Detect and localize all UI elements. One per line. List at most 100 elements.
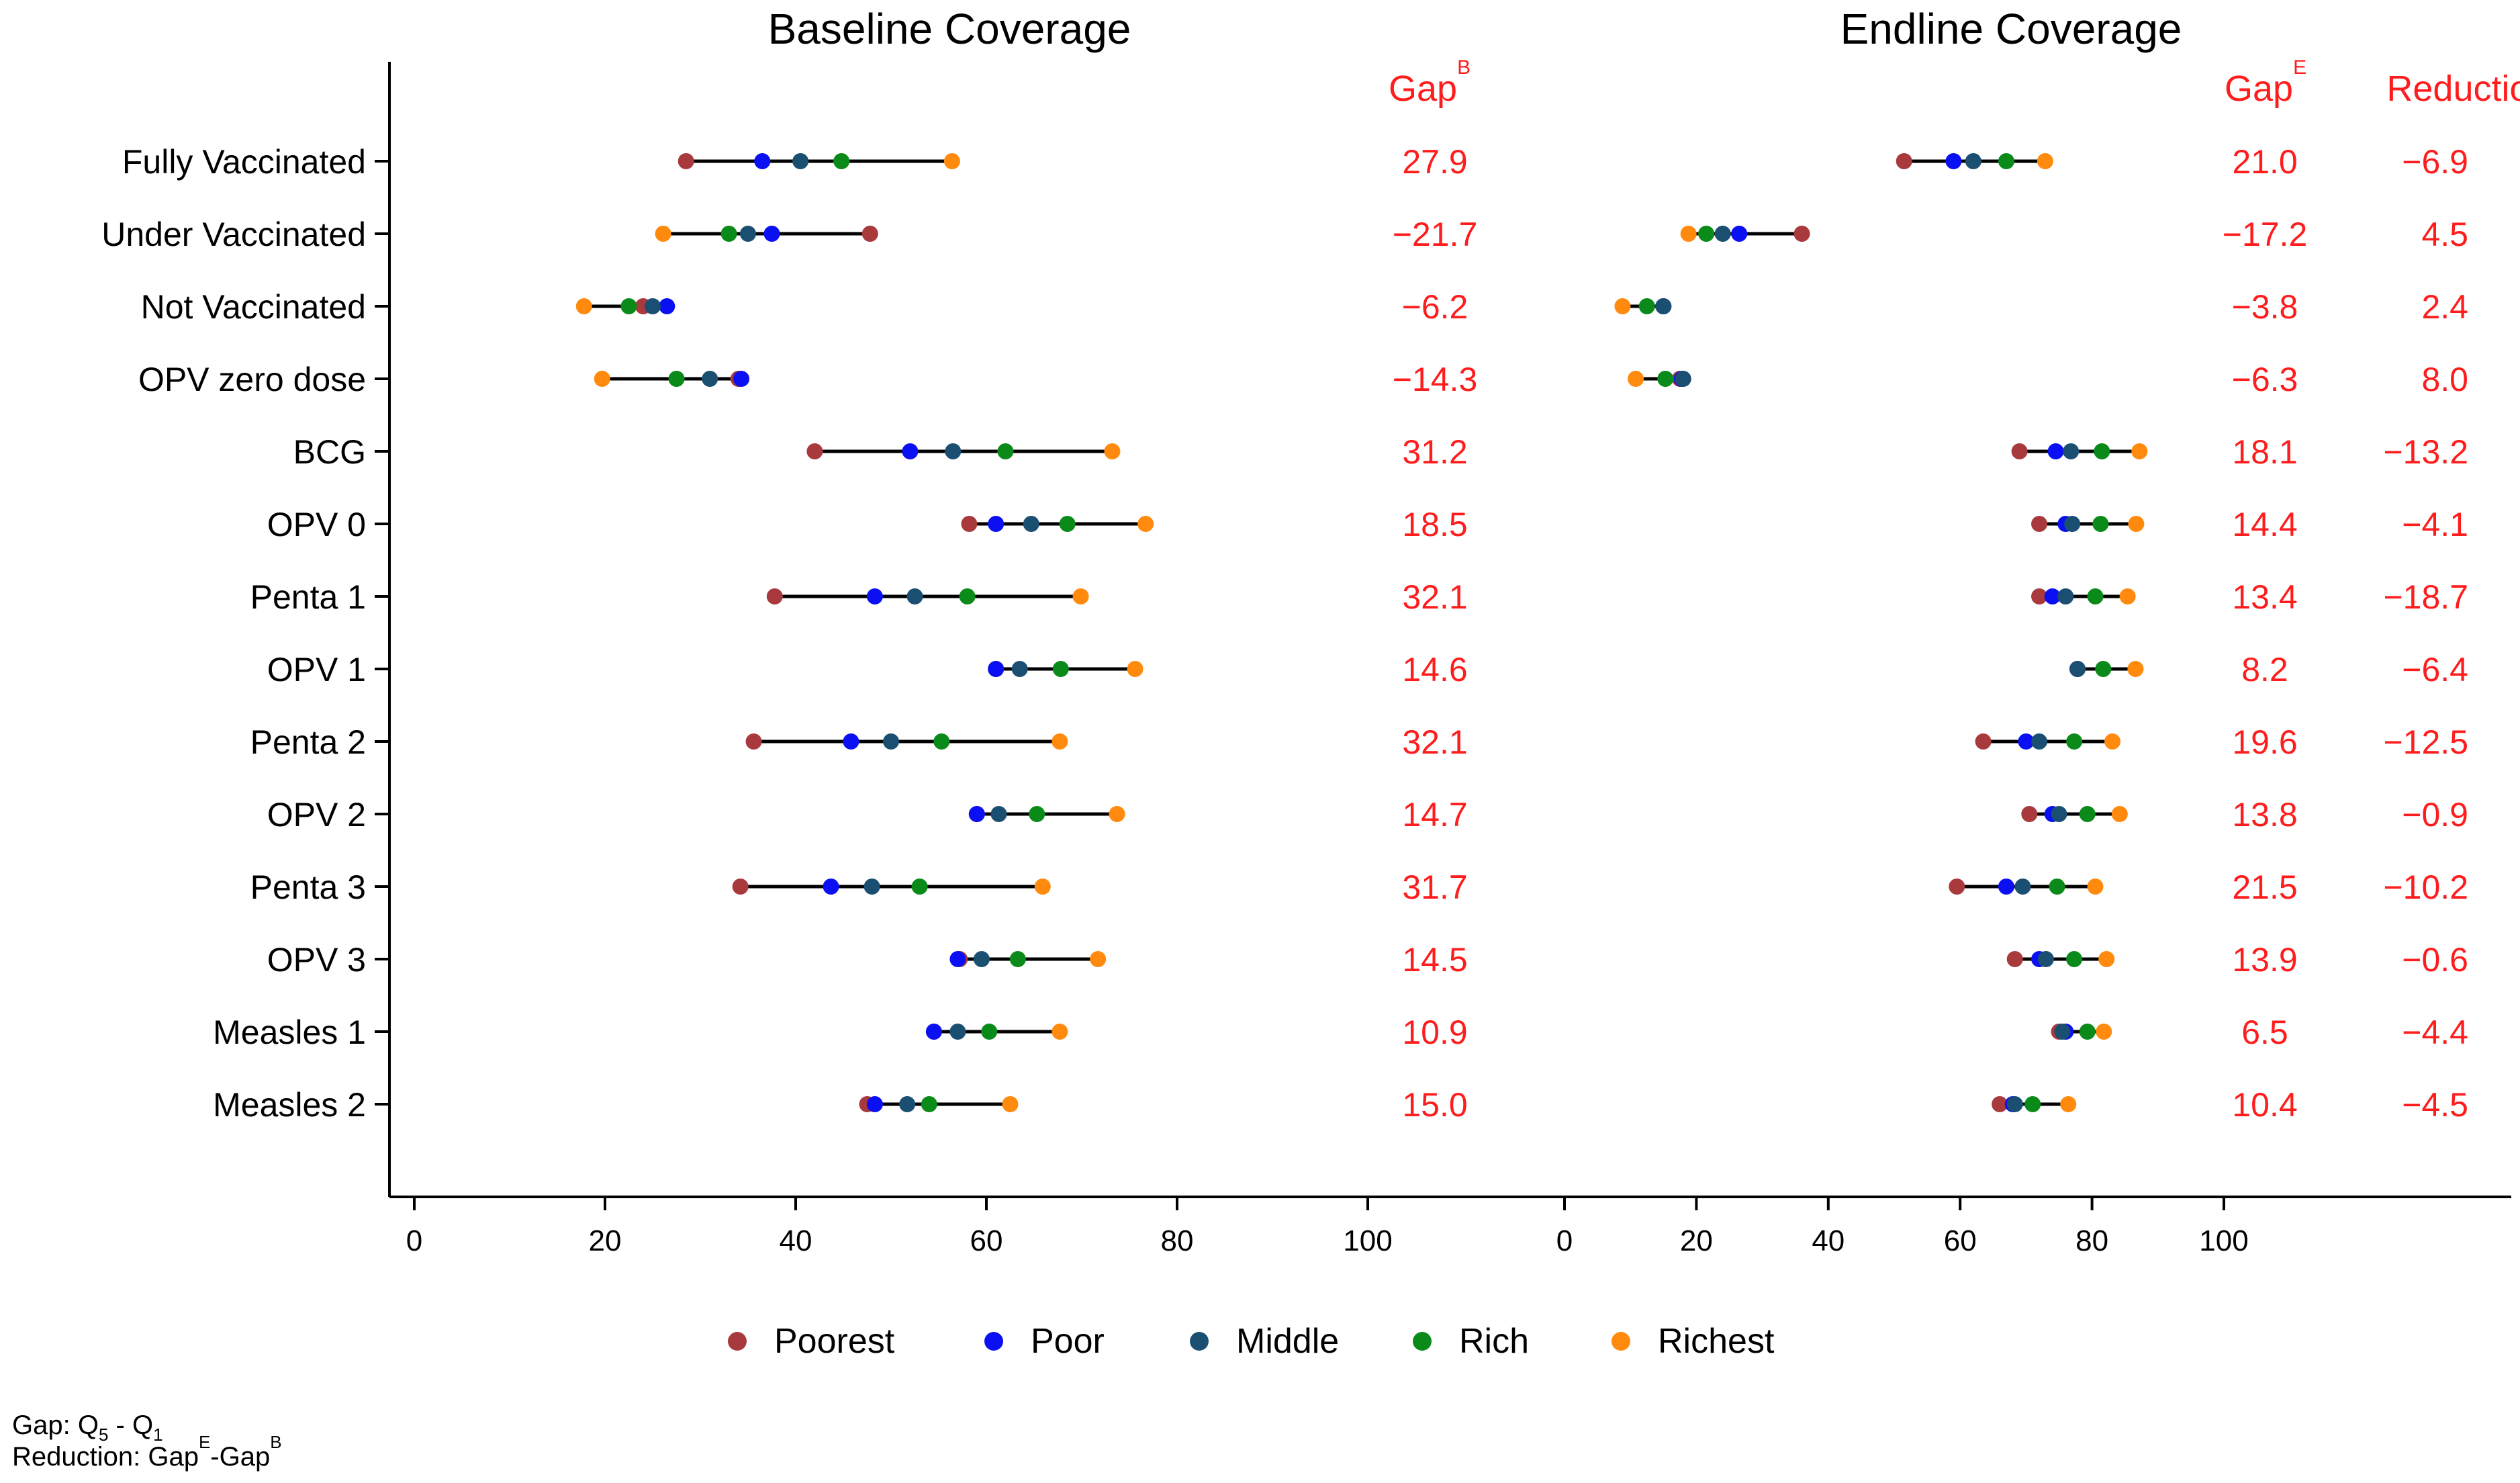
gap-value: −17.2	[2223, 216, 2308, 253]
dot-rich	[2079, 806, 2096, 822]
dot-middle	[1011, 661, 1028, 677]
dot-rich	[1698, 226, 1715, 242]
dot-rich	[1029, 806, 1045, 822]
category-label: Measles 2	[213, 1086, 366, 1124]
dot-richest	[2037, 153, 2053, 169]
dot-poorest	[2031, 516, 2048, 532]
x-tick-label: 0	[406, 1224, 422, 1257]
dot-richest	[2111, 806, 2128, 822]
x-tick-label: 20	[1680, 1224, 1713, 1257]
dot-richest	[1052, 1024, 1068, 1040]
category-label: OPV 0	[267, 506, 366, 543]
dot-middle	[899, 1096, 916, 1112]
dot-poorest	[745, 733, 762, 750]
dot-rich	[2024, 1096, 2041, 1112]
dot-poorest	[678, 153, 694, 169]
dot-middle	[990, 806, 1007, 822]
gap-value: 21.5	[2232, 868, 2297, 906]
category-label: Penta 1	[250, 578, 366, 616]
category-label: OPV zero dose	[138, 361, 366, 398]
dot-richest	[1090, 951, 1107, 967]
reduction-value: −13.2	[2383, 433, 2468, 471]
dot-richest	[2119, 588, 2136, 604]
reduction-value: −4.5	[2402, 1086, 2468, 1124]
dot-richest	[2060, 1096, 2077, 1112]
reduction-value: −6.9	[2402, 143, 2468, 181]
dot-poorest	[2021, 806, 2038, 822]
dot-richest	[1680, 226, 1697, 242]
legend-marker-middle	[1190, 1332, 1209, 1351]
dot-rich	[1998, 153, 2014, 169]
category-label: OPV 3	[267, 941, 366, 979]
dot-richest	[2128, 516, 2145, 532]
category-label: Penta 2	[250, 723, 366, 761]
dot-rich	[833, 153, 850, 169]
dot-middle	[740, 226, 756, 242]
dot-poorest	[1975, 733, 1992, 750]
dot-rich	[1657, 371, 1674, 387]
dot-poor	[763, 226, 780, 242]
legend-label-poor: Poor	[1031, 1322, 1105, 1361]
dot-middle	[792, 153, 809, 169]
gap-value: 31.7	[1402, 868, 1467, 906]
dot-richest	[1628, 371, 1644, 387]
gap-value: 13.9	[2232, 941, 2297, 979]
gap-baseline-header: GapB	[1389, 56, 1471, 109]
dot-poorest	[1793, 226, 1810, 242]
dot-poor	[733, 371, 750, 387]
gap-endline-header: GapE	[2225, 56, 2306, 109]
reduction-value: −12.5	[2383, 723, 2468, 761]
dot-richest	[1137, 516, 1154, 532]
x-tick-label: 80	[2075, 1224, 2108, 1257]
dot-rich	[933, 733, 950, 750]
baseline-title: Baseline Coverage	[768, 5, 1131, 53]
dot-poor	[988, 516, 1005, 532]
dot-middle	[2063, 443, 2080, 459]
dot-rich	[921, 1096, 937, 1112]
dot-middle	[945, 443, 962, 459]
endline-title: Endline Coverage	[1840, 5, 2182, 53]
dot-middle	[2014, 879, 2031, 895]
gap-value: 19.6	[2232, 723, 2297, 761]
x-tick-label: 100	[2199, 1224, 2248, 1257]
footnote-gap-mid: - Q	[108, 1410, 153, 1440]
dot-middle	[2006, 1096, 2023, 1112]
x-tick-label: 0	[1556, 1224, 1573, 1257]
reduction-value: −18.7	[2383, 578, 2468, 616]
dot-poor	[866, 588, 883, 604]
legend-label-richest: Richest	[1658, 1322, 1775, 1361]
dot-richest	[2087, 879, 2104, 895]
dot-poorest	[2006, 951, 2023, 967]
dot-poorest	[2031, 588, 2048, 604]
reduction-value: 2.4	[2421, 288, 2468, 326]
dot-poor	[1998, 879, 2014, 895]
dot-rich	[720, 226, 737, 242]
gap-value: 32.1	[1402, 578, 1467, 616]
dot-rich	[2095, 661, 2112, 677]
gap-value: 14.6	[1402, 651, 1467, 688]
dot-richest	[594, 371, 610, 387]
footnote-reduction-sup-e: E	[199, 1432, 210, 1452]
dot-rich	[997, 443, 1014, 459]
dot-poor	[1731, 226, 1748, 242]
legend-marker-richest	[1612, 1332, 1630, 1351]
dot-middle	[883, 733, 899, 750]
gap-value: −21.7	[1393, 216, 1478, 253]
reduction-value: 4.5	[2421, 216, 2468, 253]
footnote-reduction-sup-b: B	[270, 1432, 281, 1452]
gap-value: 10.9	[1402, 1014, 1467, 1051]
dot-middle	[645, 298, 661, 314]
dot-rich	[2087, 588, 2104, 604]
gap-value: 18.5	[1402, 506, 1467, 543]
dot-rich	[1052, 661, 1069, 677]
dot-rich	[2079, 1024, 2096, 1040]
dot-richest	[1002, 1096, 1019, 1112]
dot-rich	[2066, 733, 2083, 750]
dot-middle	[1675, 371, 1691, 387]
dot-rich	[2094, 443, 2110, 459]
reduction-value: −0.6	[2402, 941, 2468, 979]
gap-value: 27.9	[1402, 143, 1467, 181]
dot-poor	[949, 951, 966, 967]
dot-middle	[906, 588, 923, 604]
